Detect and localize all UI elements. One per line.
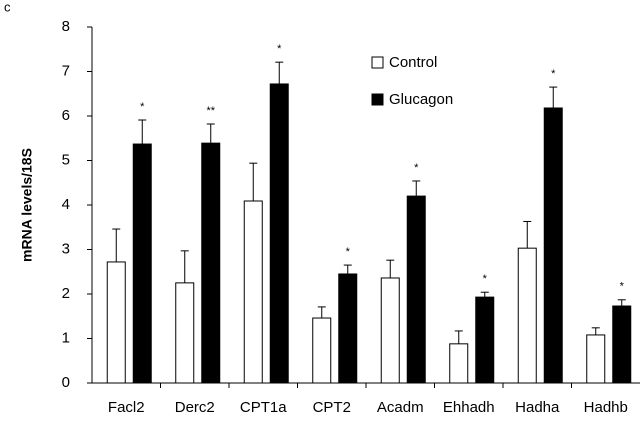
bar (269, 83, 289, 384)
bar (312, 317, 332, 384)
bar (338, 273, 358, 384)
bar (406, 195, 426, 384)
y-tick-label: 4 (62, 196, 70, 213)
x-tick-label: Derc2 (175, 399, 215, 416)
significance: * (620, 281, 625, 293)
x-tick-label: Ehhadh (443, 399, 495, 416)
y-tick-label: 5 (62, 151, 70, 168)
y-tick-label: 3 (62, 240, 70, 257)
significance: * (277, 43, 282, 55)
legend-swatch (371, 93, 384, 106)
panel-label: c (4, 0, 11, 14)
significance: ** (206, 105, 215, 117)
x-tick-label: Hadhb (584, 399, 628, 416)
bar (243, 200, 263, 384)
y-axis-label: mRNA levels/18S (19, 148, 35, 262)
x-tick-label: CPT1a (240, 399, 287, 416)
significance: * (483, 273, 488, 285)
significance: * (346, 246, 351, 258)
y-tick-label: 8 (62, 18, 70, 35)
bar (475, 296, 495, 384)
x-tick-label: Hadha (515, 399, 560, 416)
bar (106, 261, 126, 384)
bar (449, 343, 469, 384)
bar (132, 143, 152, 384)
y-tick-label: 2 (62, 285, 70, 302)
significance: * (414, 162, 419, 174)
x-tick-label: Acadm (377, 399, 424, 416)
y-tick-label: 0 (62, 374, 70, 391)
y-tick-label: 1 (62, 329, 70, 346)
bar (175, 282, 195, 384)
y-tick-label: 6 (62, 107, 70, 124)
bar (380, 277, 400, 384)
bar (517, 247, 537, 384)
legend-label: Control (389, 54, 437, 71)
x-tick-label: Facl2 (108, 399, 145, 416)
bar (612, 305, 632, 384)
bar (543, 107, 563, 384)
x-tick-label: CPT2 (313, 399, 351, 416)
bar (586, 334, 606, 384)
bar (201, 142, 221, 384)
legend-label: Glucagon (389, 91, 453, 108)
significance: * (551, 68, 556, 80)
legend-swatch (371, 56, 384, 69)
y-tick-label: 7 (62, 62, 70, 79)
significance: * (140, 101, 145, 113)
